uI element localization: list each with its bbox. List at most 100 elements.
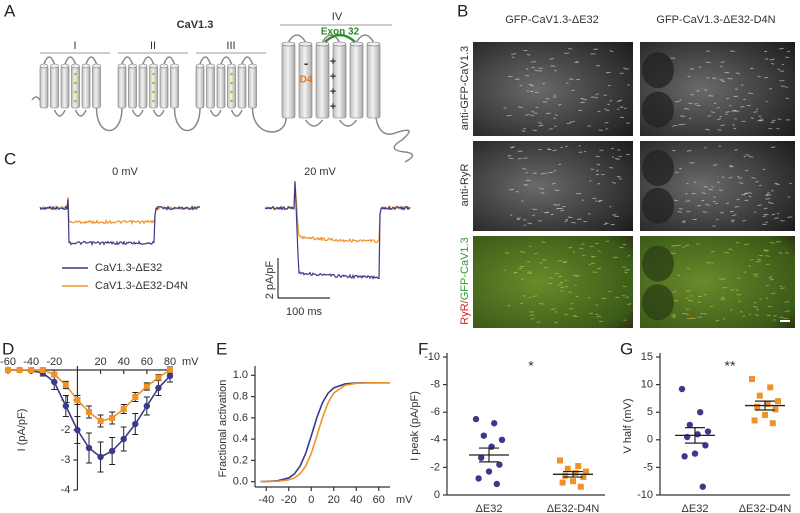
speckle xyxy=(718,189,723,191)
domain-label: III xyxy=(226,40,235,52)
speckle xyxy=(768,201,771,204)
speckle xyxy=(725,111,730,113)
marker xyxy=(496,461,503,468)
marker xyxy=(754,403,761,410)
panel-label: G xyxy=(620,339,633,358)
helix xyxy=(206,65,215,109)
speckle xyxy=(762,215,767,218)
linker xyxy=(251,107,287,133)
speckle xyxy=(732,124,736,126)
speckle xyxy=(728,176,733,179)
speckle xyxy=(785,97,789,100)
linker xyxy=(95,107,123,132)
y-tick-label: 15 xyxy=(641,351,653,363)
y-axis-label: Fractional activation xyxy=(217,380,229,478)
speckle xyxy=(544,266,549,269)
speckle xyxy=(626,153,630,156)
marker xyxy=(155,374,162,381)
helix-top xyxy=(159,63,169,69)
speckle xyxy=(732,214,737,217)
trace-condition: 0 mV xyxy=(112,166,138,178)
speckle xyxy=(512,56,515,59)
speckle xyxy=(779,316,784,319)
marker xyxy=(557,457,563,464)
y-tick-label: -5 xyxy=(643,461,653,473)
marker xyxy=(580,474,587,481)
speckle xyxy=(507,75,513,78)
helix-top xyxy=(71,63,80,69)
speckle xyxy=(774,217,779,219)
speckle xyxy=(736,175,740,178)
y-tick-label: 10 xyxy=(641,379,653,391)
speckle xyxy=(698,66,702,68)
speckle xyxy=(597,250,601,252)
speckle xyxy=(781,63,785,66)
helix-top xyxy=(117,63,127,69)
speckle xyxy=(754,275,758,277)
marker xyxy=(583,468,589,475)
significance: * xyxy=(528,358,534,374)
helix-top xyxy=(298,41,313,47)
speckle xyxy=(734,206,740,208)
speckle xyxy=(748,195,752,198)
speckle xyxy=(729,288,735,291)
row-label: RyR/GFP-CaV1.3 xyxy=(459,237,471,324)
scale-label: 2 pA/pF xyxy=(264,260,276,299)
charge-dot xyxy=(230,81,233,85)
speckle xyxy=(705,61,711,64)
y-tick-label: 0 xyxy=(647,434,653,446)
speckle xyxy=(579,247,584,250)
speckle xyxy=(529,245,532,248)
x-tick-label: 0 xyxy=(308,494,314,506)
speckle xyxy=(603,223,608,226)
speckle xyxy=(711,262,714,264)
marker xyxy=(564,465,571,472)
charge-dot xyxy=(152,99,155,103)
channel-diagram xyxy=(31,24,414,163)
speckle xyxy=(673,299,679,302)
y-tick-label: 0.0 xyxy=(233,476,248,488)
marker xyxy=(97,418,104,424)
marker xyxy=(493,480,500,488)
speckle xyxy=(617,149,621,151)
speckle xyxy=(527,222,533,225)
speckle xyxy=(735,72,740,75)
marker xyxy=(577,483,584,490)
trace xyxy=(264,181,411,280)
speckle xyxy=(574,61,579,63)
speckle xyxy=(595,155,600,158)
sem-bar xyxy=(479,447,499,463)
x-tick-label: 20 xyxy=(94,356,106,368)
speckle xyxy=(742,315,746,317)
speckle xyxy=(690,93,694,96)
speckle xyxy=(627,303,632,306)
y-tick-label: 0.6 xyxy=(233,412,248,424)
helix-top xyxy=(216,63,226,69)
speckle xyxy=(686,149,692,152)
loop xyxy=(199,56,254,117)
helix xyxy=(128,65,137,109)
charge: - xyxy=(304,55,308,70)
speckle xyxy=(764,58,769,60)
speckle xyxy=(614,157,618,160)
speckle xyxy=(595,200,598,202)
speckle xyxy=(689,295,693,297)
helix-top xyxy=(81,63,91,69)
speckle xyxy=(723,318,726,320)
helix-top xyxy=(170,63,179,69)
speckle xyxy=(612,214,617,216)
marker xyxy=(498,436,506,443)
channel-title: CaV1.3 xyxy=(177,19,214,31)
speckle xyxy=(540,172,545,175)
speckle xyxy=(712,200,716,203)
speckle xyxy=(545,112,551,115)
speckle xyxy=(509,214,513,216)
marker xyxy=(62,382,69,388)
speckle xyxy=(589,312,594,315)
speckle xyxy=(555,114,558,116)
marker xyxy=(491,420,498,427)
speckle xyxy=(534,252,538,255)
row-label-part: RyR/ xyxy=(459,299,471,324)
sem-bar xyxy=(685,427,705,444)
speckle xyxy=(672,291,677,293)
